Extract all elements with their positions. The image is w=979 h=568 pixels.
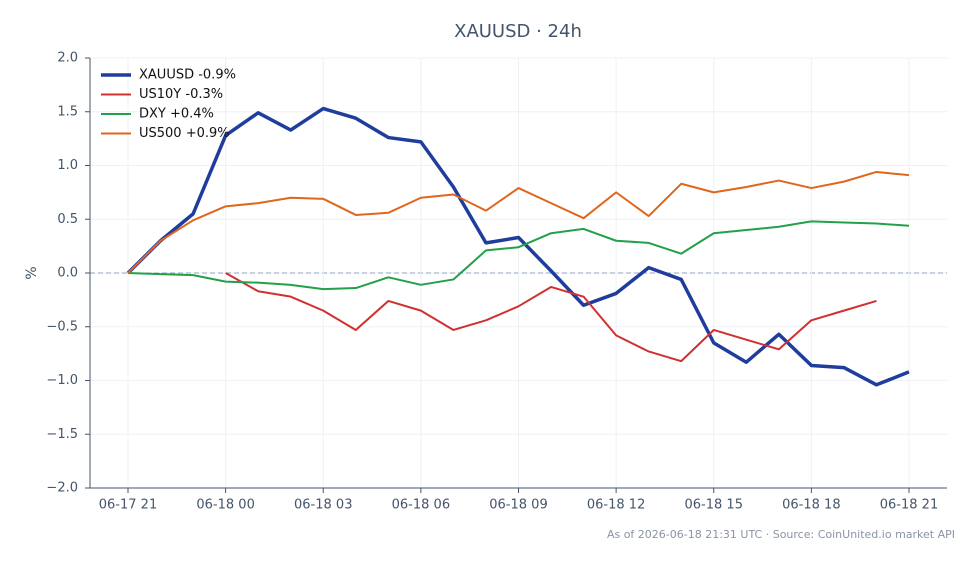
x-tick-label: 06-18 18	[782, 498, 840, 513]
chart-title: XAUUSD · 24h	[454, 21, 582, 42]
x-tick-label: 06-18 06	[392, 498, 450, 513]
legend-label: XAUUSD -0.9%	[139, 68, 236, 83]
y-tick-label: 1.5	[57, 104, 78, 119]
y-tick-label: −1.5	[46, 427, 78, 442]
y-tick-label: 0.5	[57, 212, 78, 227]
y-tick-label: −1.0	[46, 373, 78, 388]
y-tick-label: 0.0	[57, 266, 78, 281]
footnote: As of 2026-06-18 21:31 UTC · Source: Coi…	[607, 528, 955, 541]
y-tick-label: 1.0	[57, 158, 78, 173]
series-line	[127, 170, 910, 274]
series-line	[225, 272, 877, 363]
x-tick-label: 06-18 03	[294, 498, 352, 513]
x-tick-label: 06-18 09	[489, 498, 547, 513]
x-tick-label: 06-18 15	[685, 498, 743, 513]
x-tick-label: 06-18 12	[587, 498, 645, 513]
x-tick-label: 06-18 21	[880, 498, 938, 513]
x-tick-label: 06-18 00	[196, 498, 254, 513]
y-tick-label: −0.5	[46, 319, 78, 334]
legend-label: US10Y -0.3%	[139, 87, 223, 102]
legend-label: DXY +0.4%	[139, 107, 214, 122]
series-line	[126, 106, 910, 387]
series-line	[127, 220, 910, 291]
legend-label: US500 +0.9%	[139, 126, 230, 141]
x-tick-label: 06-17 21	[99, 498, 157, 513]
y-tick-label: 2.0	[57, 51, 78, 66]
y-tick-label: −2.0	[46, 481, 78, 496]
y-axis-label: %	[24, 266, 40, 279]
